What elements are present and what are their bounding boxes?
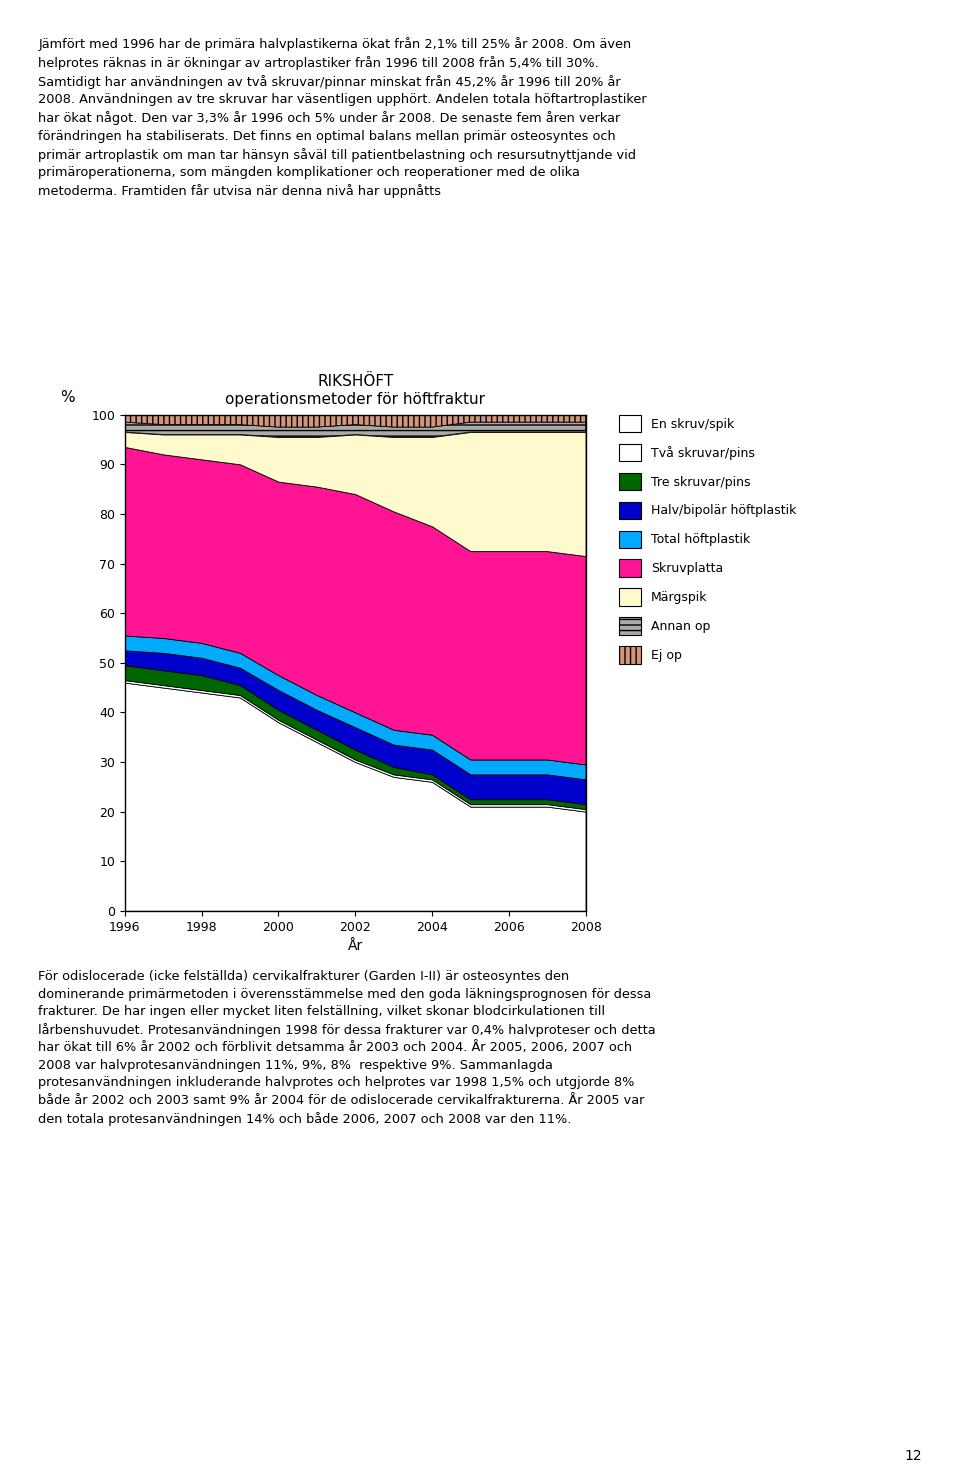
Title: RIKSHÖFT
operationsmetoder för höftfraktur: RIKSHÖFT operationsmetoder för höftfrakt…	[226, 375, 485, 407]
Text: %: %	[60, 390, 75, 404]
Text: För odislocerade (icke felställda) cervikalfrakturer (Garden I-II) är osteosynte: För odislocerade (icke felställda) cervi…	[38, 970, 656, 1126]
Legend: En skruv/spik, Två skruvar/pins, Tre skruvar/pins, Halv/bipolär höftplastik, Tot: En skruv/spik, Två skruvar/pins, Tre skr…	[615, 412, 801, 668]
Text: Jämfört med 1996 har de primära halvplastikerna ökat från 2,1% till 25% år 2008.: Jämfört med 1996 har de primära halvplas…	[38, 37, 647, 198]
X-axis label: År: År	[348, 939, 363, 954]
Text: 12: 12	[904, 1450, 922, 1463]
